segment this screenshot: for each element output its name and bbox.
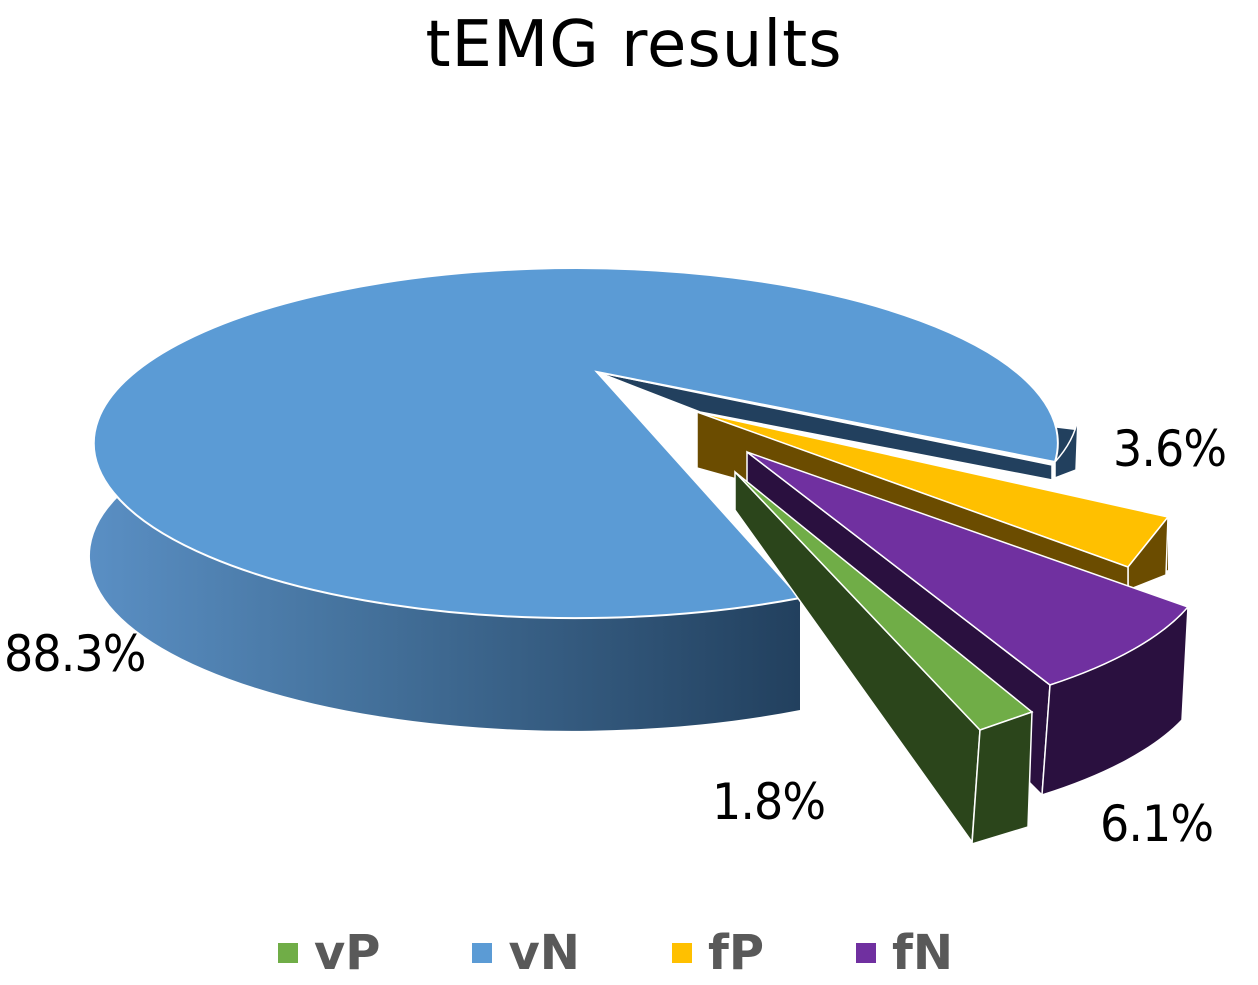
legend-label-vN: vN [508,925,580,981]
legend-swatch-vN [472,943,493,963]
data-label-vP: 1.8% [712,773,826,831]
legend-swatch-vP [278,943,298,963]
legend-swatch-fN [856,943,876,963]
data-label-fN: 6.1% [1100,795,1214,853]
chart-legend: vP vN fP fN [278,925,953,981]
slice-fP [696,410,1170,592]
legend-item-vP: vP [278,925,380,981]
legend-swatch-fP [671,943,692,963]
legend-label-fP: fP [707,925,764,981]
legend-item-fN: fN [856,925,953,981]
data-label-vN: 88.3% [4,625,146,683]
legend-label-vP: vP [314,925,381,981]
slice-vN [89,267,1079,731]
legend-item-fP: fP [671,925,764,981]
legend-item-vN: vN [472,925,580,981]
data-label-fP: 3.6% [1113,420,1227,478]
chart-title: tEMG results [425,8,843,82]
slice-vP [734,470,1034,846]
legend-label-fN: fN [892,925,954,981]
